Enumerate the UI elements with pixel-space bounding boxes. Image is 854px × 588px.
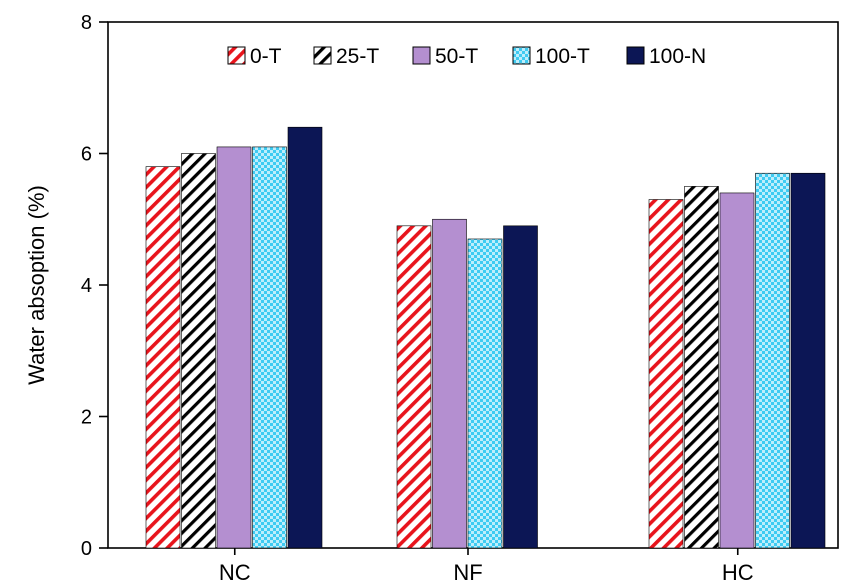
legend-swatch — [512, 46, 531, 65]
legend: 0-T 25-T 50-T 100-T 100-N — [227, 45, 706, 68]
bar-nc-100-t — [252, 146, 287, 549]
legend-swatch — [313, 46, 332, 65]
bar-nf-100-n — [503, 225, 538, 549]
legend-label: 0-T — [250, 45, 282, 68]
bars — [145, 126, 826, 549]
bar-nc-0-t — [145, 166, 181, 549]
bar-nf-100-t — [467, 238, 503, 549]
x-category-label: NF — [453, 560, 482, 585]
x-category-label: HC — [722, 560, 754, 585]
legend-label: 100-T — [535, 45, 590, 68]
bar-nc-50-t — [216, 146, 252, 549]
bar-hc-100-n — [790, 172, 826, 549]
x-category-label: NC — [219, 560, 251, 585]
y-tick-label: 0 — [81, 538, 92, 560]
legend-swatch — [626, 46, 645, 65]
legend-swatch — [412, 46, 431, 65]
legend-swatch — [227, 46, 246, 65]
bar-hc-25-t — [684, 186, 719, 549]
bar-hc-100-t — [755, 172, 790, 549]
legend-label: 100-N — [649, 45, 706, 68]
y-tick-label: 8 — [81, 12, 92, 34]
bar-nc-25-t — [181, 153, 216, 549]
bar-nc-100-n — [287, 126, 323, 549]
legend-label: 25-T — [336, 45, 379, 68]
bar-hc-50-t — [719, 192, 755, 549]
bar-nf-0-t — [396, 225, 432, 549]
bar-hc-0-t — [648, 199, 684, 549]
y-axis-label: Water absoption (%) — [24, 185, 49, 385]
legend-label: 50-T — [435, 45, 478, 68]
y-tick-label: 2 — [81, 407, 92, 429]
y-tick-label: 4 — [81, 275, 92, 297]
bar-nf-50-t — [432, 218, 467, 549]
y-tick-label: 6 — [81, 144, 92, 166]
